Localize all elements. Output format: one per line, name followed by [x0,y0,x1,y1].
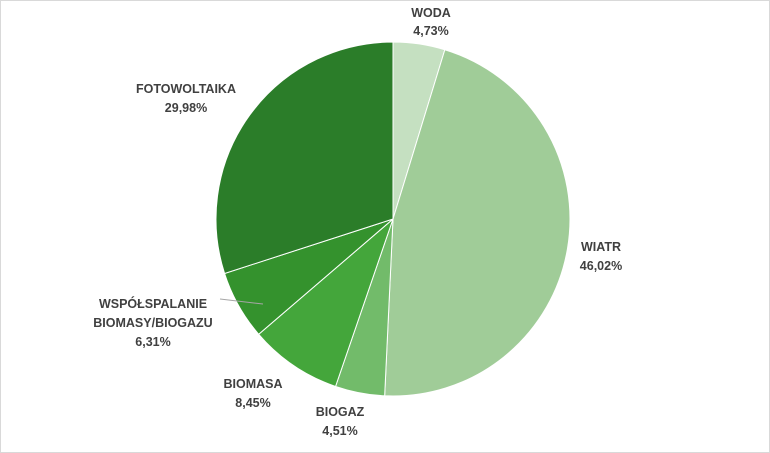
slice-name-fotowoltaika: FOTOWOLTAIKA [136,82,236,96]
slice-name-wiatr: WIATR [581,240,621,254]
slice-value-biogaz: 4,51% [322,424,357,438]
slice-name-biomasa: BIOMASA [223,377,282,391]
slice-name-woda: WODA [411,6,451,20]
leader-line [219,298,264,305]
slice-value-fotowoltaika: 29,98% [165,101,207,115]
slice-name-wspolspalanie-biomasy-biogazu: WSPÓŁSPALANIE BIOMASY/BIOGAZU [93,296,212,330]
slice-value-wspolspalanie-biomasy-biogazu: 6,31% [135,335,170,349]
pie-slice-wiatr [384,49,571,397]
slice-name-biogaz: BIOGAZ [316,405,365,419]
slice-value-woda: 4,73% [413,24,448,38]
slice-value-biomasa: 8,45% [235,396,270,410]
pie-slice-biomasa [257,217,395,388]
pie-slice-fotowoltaika [215,41,394,275]
slice-value-wiatr: 46,02% [580,259,622,273]
